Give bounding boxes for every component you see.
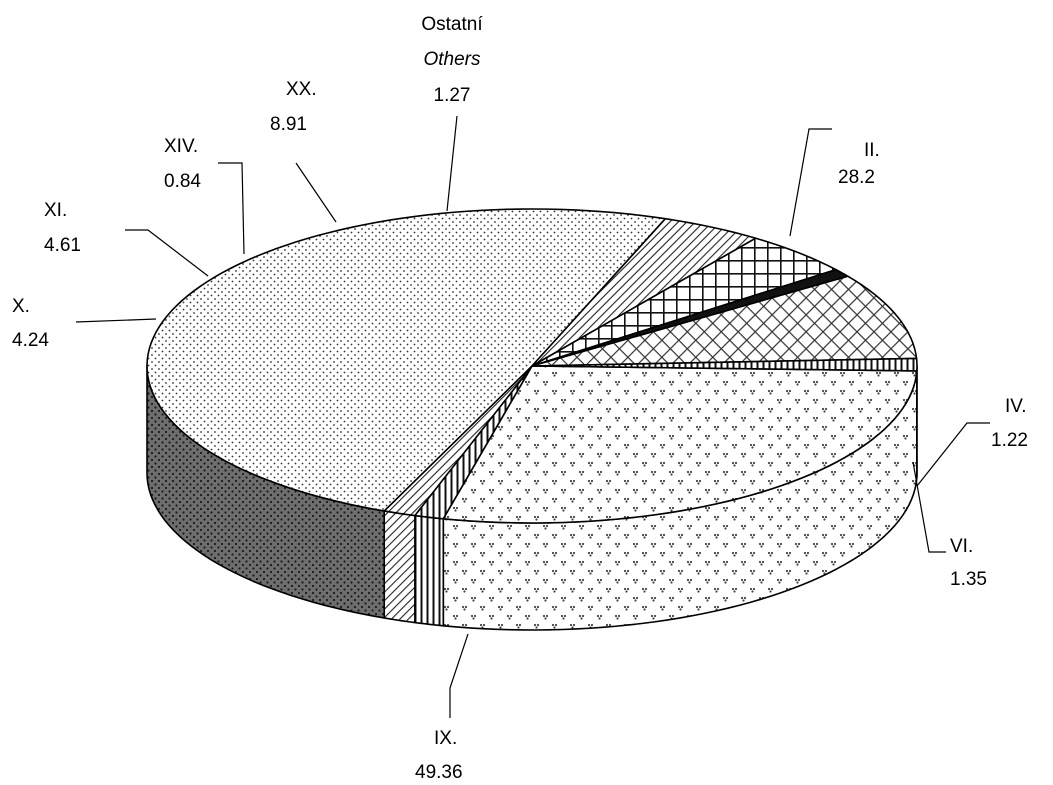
leader-line-xx (295, 162, 337, 223)
slice-label-name-xi: XI. (44, 200, 67, 221)
slice-label-value-ix: 49.36 (415, 762, 463, 783)
pie-slice-others (531, 357, 918, 372)
leader-line-xiv (218, 162, 245, 255)
leader-line-others (446, 115, 458, 212)
pie-slice-ii (442, 365, 918, 524)
slice-label-name-vi: VI. (950, 536, 973, 557)
leader-lines (75, 115, 990, 718)
slice-label-value-xi: 4.61 (44, 235, 81, 256)
slice-labels: II. 28.2 IV. 1.22 VI. 1.35 IX. 49.36 X. 4.24 XI. 4.… (12, 14, 1028, 783)
slice-label-value-xx: 8.91 (270, 114, 307, 135)
leader-line-xi (125, 229, 209, 277)
pie-side-iv (414, 514, 445, 627)
slice-label-name-others: Ostatní (421, 14, 483, 35)
slice-label-value-x: 4.24 (12, 330, 49, 351)
pie-side-layer (146, 365, 918, 631)
pie-slice-x (531, 217, 757, 367)
slice-label-value-xiv: 0.84 (164, 171, 201, 192)
slice-label-sublabel-others: Others (423, 49, 481, 70)
pie-slice-xx (531, 275, 918, 367)
leader-line-x (75, 318, 157, 323)
slice-label-name-iv: IV. (1005, 396, 1027, 417)
leader-line-ix (449, 633, 469, 718)
slice-label-name-ii: II. (864, 140, 880, 161)
leader-line-iv (916, 422, 990, 487)
slice-label-value-vi: 1.35 (950, 569, 987, 590)
slice-label-value-others: 1.27 (434, 85, 471, 106)
slice-label-name-xx: XX. (286, 79, 317, 100)
pie-top-layer (146, 208, 918, 524)
pie-side-vi (383, 510, 416, 624)
slice-label-name-ix: IX. (434, 728, 457, 749)
leader-line-vi (912, 461, 946, 553)
pie-slice-ix (146, 208, 667, 512)
leader-line-ii (789, 128, 832, 237)
slice-label-value-ii: 28.2 (838, 167, 875, 188)
slice-label-name-x: X. (12, 296, 30, 317)
slice-label-name-xiv: XIV. (164, 136, 198, 157)
pie-slice-xi (531, 237, 837, 367)
slice-label-value-iv: 1.22 (991, 430, 1028, 451)
